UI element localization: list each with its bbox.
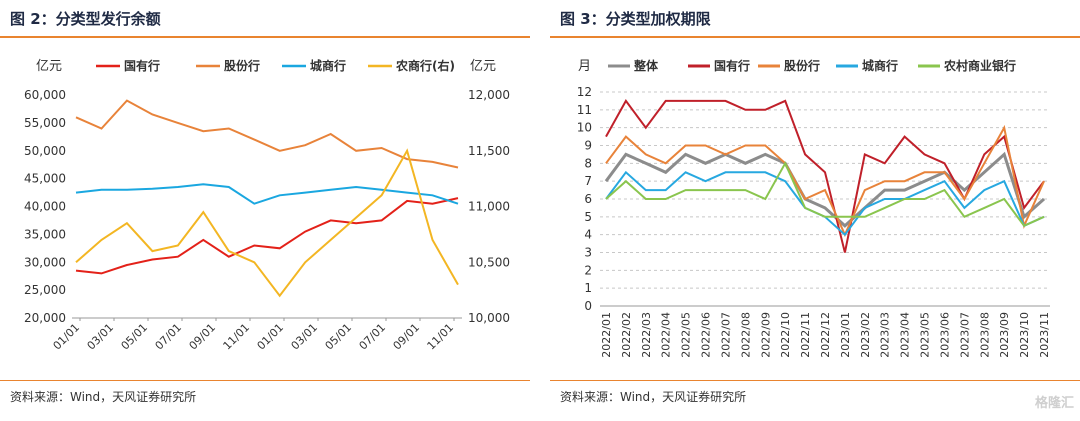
series-line	[605, 161, 1045, 228]
x-tick-label: 2022/02	[620, 312, 633, 358]
y-tick-label: 35,000	[24, 227, 66, 241]
x-tick-label: 01/01	[51, 321, 83, 353]
y2-tick-label: 10,500	[468, 255, 510, 269]
legend-label: 股份行	[784, 58, 820, 73]
y2-tick-label: 11,000	[468, 200, 510, 214]
x-tick-label: 2022/09	[759, 312, 772, 358]
x-tick-label: 2022/01	[600, 312, 613, 358]
left-source-rule	[0, 380, 530, 381]
x-tick-label: 2023/06	[938, 312, 951, 358]
legend-label: 农商行(右)	[395, 58, 455, 73]
x-tick-label: 2022/05	[680, 312, 693, 358]
x-tick-label: 2022/08	[739, 312, 752, 358]
x-tick-label: 2022/11	[799, 312, 812, 358]
legend-label: 农村商业银行	[943, 58, 1016, 73]
x-tick-label: 2023/03	[879, 312, 892, 358]
x-tick-label: 2022/12	[819, 312, 832, 358]
right-source-rule	[550, 380, 1080, 381]
series-line	[75, 183, 459, 205]
x-tick-label: 2022/04	[660, 312, 673, 358]
y-tick-label: 10	[577, 121, 592, 135]
legend-label: 国有行	[124, 58, 160, 73]
series-line	[605, 124, 1045, 238]
x-tick-label: 2023/02	[859, 312, 872, 358]
x-tick-label: 05/01	[119, 321, 151, 353]
series-line	[75, 197, 459, 275]
legend-label: 股份行	[224, 58, 260, 73]
series-line	[75, 148, 459, 298]
x-tick-label: 2023/11	[1038, 312, 1051, 358]
y-tick-label: 11	[577, 103, 592, 117]
x-tick-label: 2023/09	[998, 312, 1011, 358]
right-figure-panel: 图 3：分类型加权期限 资料来源：Wind，天风证券研究所	[550, 0, 1080, 421]
y-tick-label: 9	[584, 139, 592, 153]
y2-tick-label: 10,000	[468, 311, 510, 325]
y-tick-label: 1	[584, 281, 592, 295]
x-tick-label: 01/01	[255, 321, 287, 353]
x-tick-label: 09/01	[187, 321, 219, 353]
x-tick-label: 2022/10	[779, 312, 792, 358]
left-source-note: 资料来源：Wind，天风证券研究所	[10, 390, 197, 404]
x-tick-label: 2023/10	[1018, 312, 1031, 358]
y-tick-label: 20,000	[24, 311, 66, 325]
watermark-logo: 格隆汇	[1034, 396, 1074, 411]
series-line	[75, 99, 459, 169]
x-tick-label: 2022/06	[700, 312, 713, 358]
x-tick-label: 03/01	[85, 321, 117, 353]
y-tick-label: 7	[584, 174, 592, 188]
y-tick-label: 4	[584, 228, 592, 242]
y-tick-label: 55,000	[24, 116, 66, 130]
x-tick-label: 05/01	[323, 321, 355, 353]
x-tick-label: 07/01	[153, 321, 185, 353]
y-tick-label: 8	[584, 156, 592, 170]
y-tick-label: 50,000	[24, 144, 66, 158]
y-tick-label: 30,000	[24, 255, 66, 269]
y-tick-label: 5	[584, 210, 592, 224]
x-tick-label: 03/01	[289, 321, 321, 353]
balance-line-chart: 亿元 亿元 60,000 55,000 50,000 45,000 40,000 35,000…	[24, 58, 510, 353]
y-tick-label: 6	[584, 192, 592, 206]
right-figure-title: 图 3：分类型加权期限	[560, 10, 711, 28]
y-tick-label: 40,000	[24, 200, 66, 214]
x-tick-label: 11/01	[425, 321, 457, 353]
x-tick-label: 09/01	[391, 321, 423, 353]
y-tick-label: 12	[577, 85, 592, 99]
x-tick-label: 2023/08	[978, 312, 991, 358]
y-tick-label: 3	[584, 246, 592, 260]
x-tick-label: 2022/07	[719, 312, 732, 358]
x-tick-label: 2023/01	[839, 312, 852, 358]
legend-label: 整体	[633, 58, 659, 73]
y-tick-label: 2	[584, 263, 592, 277]
right-title-rule	[550, 36, 1080, 38]
y-tick-label: 0	[584, 299, 592, 313]
y-tick-label: 60,000	[24, 88, 66, 102]
legend-label: 城商行	[310, 58, 346, 73]
right-source-note: 资料来源：Wind，天风证券研究所	[560, 390, 747, 404]
left-y-axis-unit: 亿元	[36, 59, 62, 74]
series-line	[605, 99, 1045, 253]
left-figure-panel: 图 2：分类型发行余额 资料来源：Wind，天风证券研究所	[0, 0, 530, 421]
left-title-rule	[0, 36, 530, 38]
x-tick-label: 2022/03	[640, 312, 653, 358]
y2-tick-label: 11,500	[468, 144, 510, 158]
x-tick-label: 2023/04	[899, 312, 912, 358]
x-tick-label: 07/01	[357, 321, 389, 353]
legend-label: 城商行	[862, 58, 898, 73]
legend-label: 国有行	[714, 58, 750, 73]
y-tick-label: 25,000	[24, 283, 66, 297]
y2-tick-label: 12,000	[468, 88, 510, 102]
x-tick-label: 11/01	[221, 321, 253, 353]
right-y-axis-unit: 亿元	[470, 59, 496, 74]
left-figure-title: 图 2：分类型发行余额	[10, 10, 161, 28]
y-axis-unit: 月	[578, 59, 591, 74]
x-tick-label: 2023/05	[919, 312, 932, 358]
x-tick-label: 2023/07	[958, 312, 971, 358]
y-tick-label: 45,000	[24, 172, 66, 186]
